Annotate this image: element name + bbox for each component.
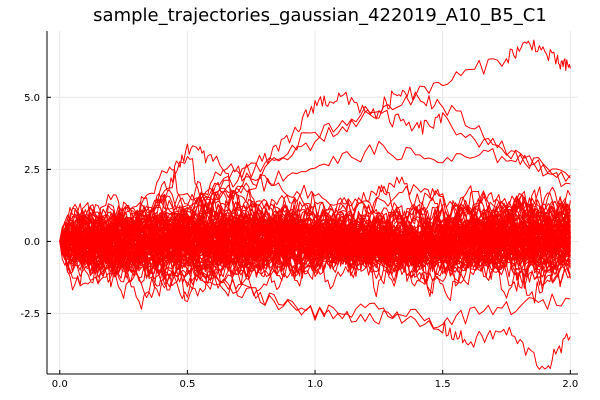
trajectory-line (59, 226, 571, 276)
x-tick-label: 0.5 (179, 379, 195, 390)
y-tick-label: 5.0 (24, 93, 40, 104)
x-tick-label: 2.0 (562, 379, 578, 390)
x-tick-label: 1.5 (435, 379, 451, 390)
x-tick-label: 1.0 (307, 379, 323, 390)
axes (46, 31, 578, 375)
trajectory-line (59, 210, 571, 284)
outlier-trajectory-line (59, 91, 571, 243)
series-group (59, 39, 571, 370)
x-tick-label: 0.0 (52, 379, 68, 390)
outlier-trajectory-line (59, 236, 571, 370)
outlier-trajectory-line (59, 143, 571, 245)
trajectory-line (59, 222, 571, 268)
tick-labels: 0.0 0.5 1.0 1.5 2.0 -2.5 0.0 2.5 5.0 (20, 93, 578, 390)
trajectory-line (59, 197, 571, 269)
chart-title: sample_trajectories_gaussian_422019_A10_… (93, 5, 547, 26)
trajectory-line (59, 191, 571, 281)
trajectory-line (59, 194, 571, 275)
y-tick-label: 2.5 (24, 165, 40, 176)
outlier-trajectory-line (59, 39, 571, 242)
y-tick-label: 0.0 (24, 237, 40, 248)
outlier-trajectory-line (59, 86, 571, 246)
trajectory-line (59, 193, 571, 278)
trajectory-line (59, 224, 571, 278)
outlier-trajectory-line (59, 239, 571, 329)
y-tick-label: -2.5 (20, 309, 40, 320)
outlier-trajectory-line (59, 140, 571, 248)
